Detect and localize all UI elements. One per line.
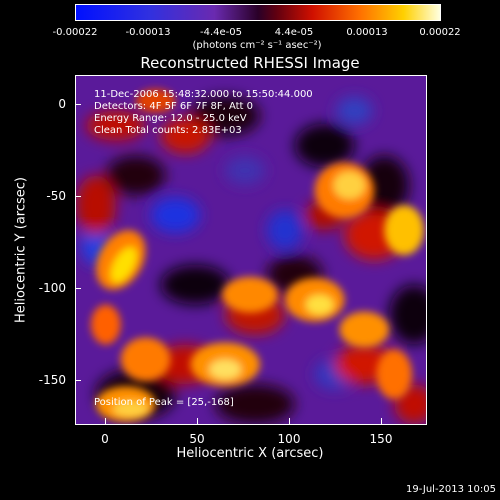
footer-timestamp: 19-Jul-2013 10:05 bbox=[405, 484, 496, 495]
annotation-time: 11-Dec-2006 15:48:32.000 to 15:50:44.000 bbox=[94, 89, 313, 100]
annotation-peak-position: Position of Peak = [25,-168] bbox=[94, 397, 234, 408]
x-axis-label: Heliocentric X (arcsec) bbox=[176, 446, 324, 461]
image-panel bbox=[75, 75, 427, 425]
colorbar-tick: 0.00013 bbox=[346, 27, 388, 38]
annotation-clean: Clean Total counts: 2.83E+03 bbox=[94, 125, 242, 136]
y-tick-label: -50 bbox=[46, 189, 66, 203]
colorbar-tick: -0.00022 bbox=[52, 27, 98, 38]
colorbar bbox=[75, 4, 441, 21]
y-tick-label: -100 bbox=[38, 281, 66, 295]
colorbar-unit-label: (photons cm⁻² s⁻¹ asec⁻²) bbox=[192, 40, 322, 51]
annotation-energy: Energy Range: 12.0 - 25.0 keV bbox=[94, 113, 247, 124]
x-tick-label: 150 bbox=[369, 432, 393, 446]
colorbar-tick: -0.00013 bbox=[125, 27, 171, 38]
x-tick-label: 100 bbox=[277, 432, 301, 446]
colorbar-tick: -4.4e-05 bbox=[200, 27, 242, 38]
y-tick-label: 0 bbox=[58, 97, 66, 111]
colorbar-tick: 0.00022 bbox=[419, 27, 461, 38]
colorbar-tick: 4.4e-05 bbox=[274, 27, 314, 38]
x-tick-label: 50 bbox=[189, 432, 205, 446]
plot-title: Reconstructed RHESSI Image bbox=[140, 54, 360, 72]
rhessi-image bbox=[76, 76, 426, 424]
x-tick-label: 0 bbox=[101, 432, 109, 446]
y-axis-label: Heliocentric Y (arcsec) bbox=[13, 177, 29, 323]
annotation-detectors: Detectors: 4F 5F 6F 7F 8F, Att 0 bbox=[94, 101, 254, 112]
y-tick-label: -150 bbox=[38, 373, 66, 387]
